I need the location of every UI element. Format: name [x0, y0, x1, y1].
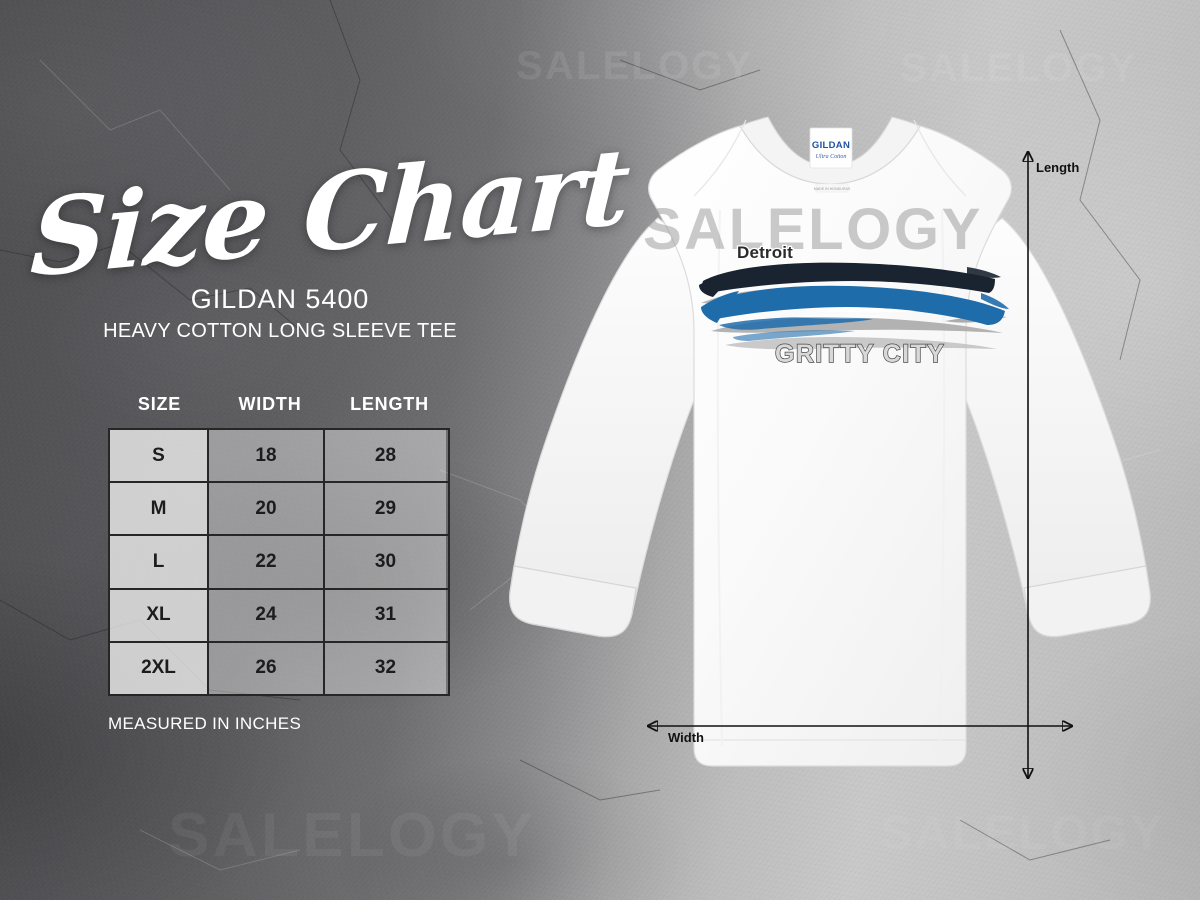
cell-size: 2XL [110, 642, 209, 695]
cell-width: 26 [209, 642, 325, 695]
cell-length: 31 [325, 589, 446, 641]
width-label: Width [668, 730, 704, 745]
product-photo: GILDAN Ultra Cotton MADE IN HONDURAS SAL… [480, 100, 1180, 800]
style-code: GILDAN 5400 [190, 284, 370, 314]
table-row: XL 24 31 [110, 589, 448, 643]
table-footnote: MEASURED IN INCHES [108, 714, 302, 733]
cell-length: 32 [325, 642, 446, 695]
cell-width: 24 [209, 589, 325, 641]
svg-text:MADE IN HONDURAS: MADE IN HONDURAS [814, 187, 851, 191]
brush-stroke-art [699, 262, 1009, 350]
svg-text:GILDAN: GILDAN [812, 140, 850, 151]
cell-width: 18 [209, 430, 325, 482]
graphic-top-text: Detroit [736, 242, 794, 264]
style-description: HEAVY COTTON LONG SLEEVE TEE [103, 320, 457, 342]
size-table: S 18 28 M 20 29 L 22 30 XL 24 31 2XL 26 … [108, 428, 450, 696]
watermark-background-bottom-right: SALELOGY [880, 807, 1166, 860]
table-row: S 18 28 [110, 430, 448, 484]
cell-length: 29 [325, 483, 446, 535]
watermark-background-bottom-left: SALELOGY [168, 801, 537, 870]
table-row: 2XL 26 32 [110, 642, 448, 695]
cell-length: 28 [325, 430, 446, 482]
graphic-bottom-text: GRITTY CITY [774, 339, 946, 368]
watermark-background-top: SALELOGY [516, 44, 754, 88]
size-table-header: SIZE WIDTH LENGTH [108, 394, 450, 415]
svg-text:Ultra Cotton: Ultra Cotton [816, 154, 847, 160]
column-header-width: WIDTH [238, 394, 302, 414]
column-header-size: SIZE [137, 394, 182, 414]
shirt-graphic: Detroit GRITTY CITY [695, 242, 1015, 375]
cell-size: S [110, 430, 209, 482]
cell-size: M [110, 483, 209, 535]
cell-size: XL [110, 589, 209, 641]
cell-length: 30 [325, 536, 446, 588]
table-row: L 22 30 [110, 536, 448, 590]
cell-width: 22 [209, 536, 325, 588]
length-label: Length [1036, 160, 1080, 175]
cell-width: 20 [209, 483, 325, 535]
watermark-shirt: SALELOGY [643, 197, 983, 262]
cell-size: L [110, 536, 209, 588]
table-row: M 20 29 [110, 483, 448, 537]
neck-label: GILDAN Ultra Cotton MADE IN HONDURAS [809, 127, 853, 193]
column-header-length: LENGTH [350, 394, 429, 414]
watermark-background-top-right: SALELOGY [900, 46, 1138, 90]
